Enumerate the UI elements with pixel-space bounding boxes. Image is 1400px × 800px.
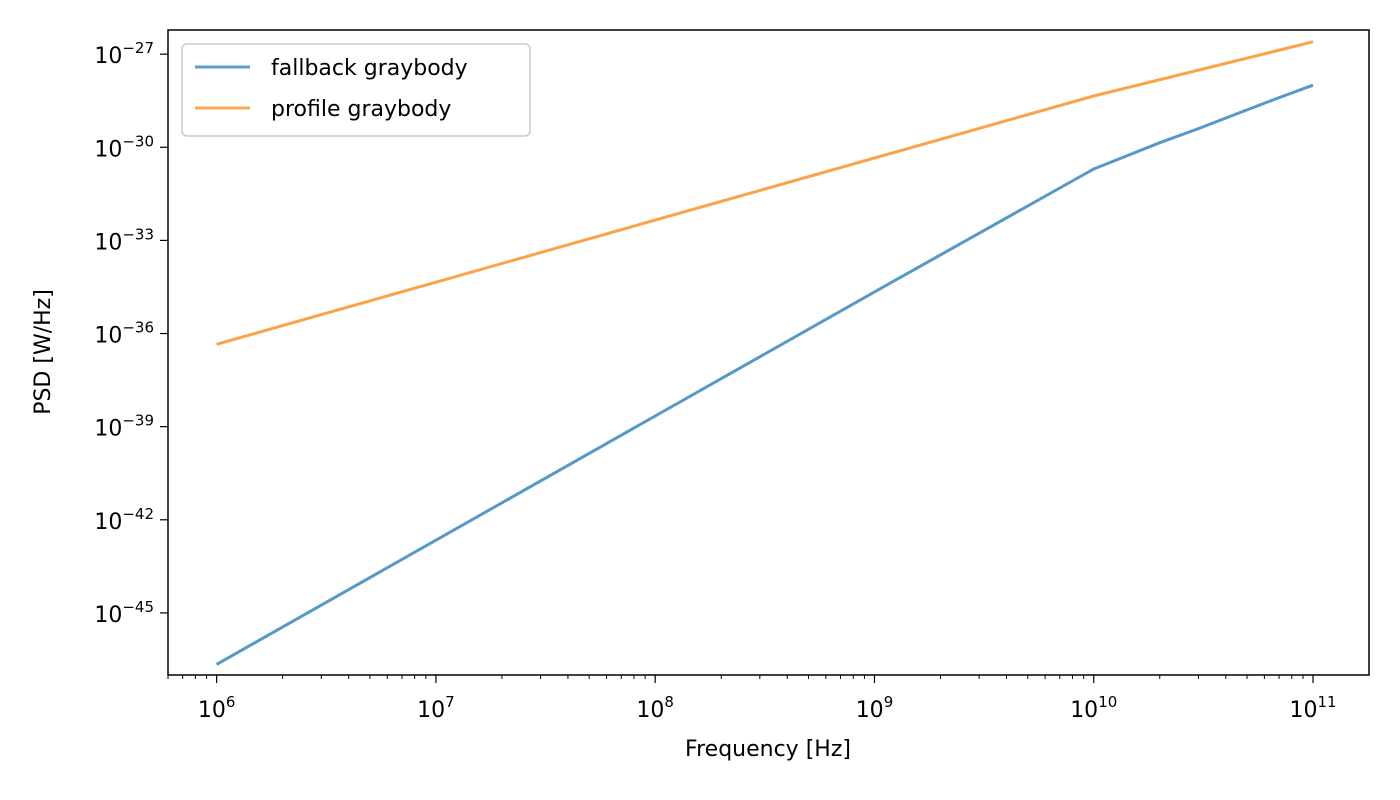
x-axis-label: Frequency [Hz]	[685, 737, 851, 762]
y-tick-label: 10−33	[94, 225, 154, 255]
x-tick-label: 108	[636, 693, 674, 723]
x-tick-label: 107	[417, 693, 455, 723]
y-tick-label: 10−45	[94, 598, 154, 628]
y-tick-label: 10−30	[94, 132, 154, 162]
plot-area	[167, 29, 1370, 676]
y-tick-label: 10−36	[94, 319, 154, 349]
y-tick-label: 10−42	[94, 505, 154, 535]
y-tick-label: 10−27	[94, 39, 154, 69]
x-axis: 106 107 108 109 1010 1011	[167, 675, 1337, 723]
series-line-fallback	[215, 83, 1314, 666]
legend: fallback graybody profile graybody	[181, 43, 531, 137]
series-line-profile	[216, 40, 1314, 346]
x-tick-label: 1010	[1070, 693, 1117, 723]
x-tick-label: 1011	[1289, 693, 1336, 723]
legend-label-fallback: fallback graybody	[271, 56, 468, 81]
x-tick-label: 109	[856, 693, 894, 723]
x-tick-label: 106	[198, 693, 236, 723]
y-tick-label: 10−39	[94, 412, 154, 442]
legend-label-profile: profile graybody	[271, 97, 451, 122]
legend-box	[181, 43, 531, 137]
axes-frame	[167, 29, 1370, 676]
series-layer	[215, 40, 1314, 666]
y-axis-label: PSD [W/Hz]	[31, 289, 56, 415]
y-axis: 10−45 10−42 10−39 10−36 10−33 10−30 10−27	[94, 39, 168, 628]
